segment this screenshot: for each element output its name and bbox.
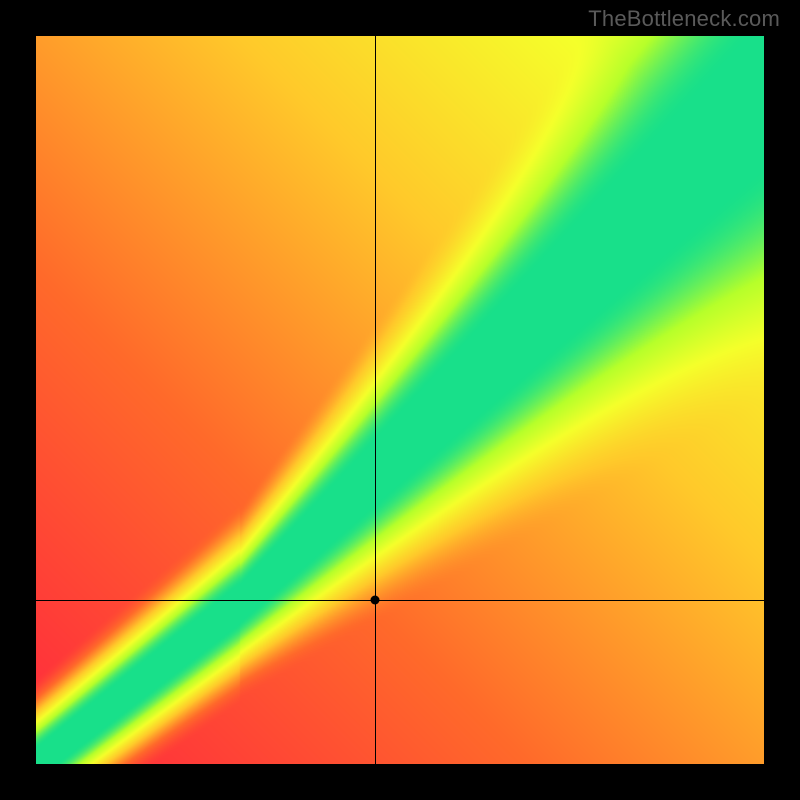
crosshair-horizontal [36, 600, 764, 601]
plot-area [36, 36, 764, 764]
watermark-text: TheBottleneck.com [588, 6, 780, 32]
crosshair-vertical [375, 36, 376, 764]
crosshair-marker [370, 596, 379, 605]
heatmap-canvas [36, 36, 764, 764]
chart-container: TheBottleneck.com [0, 0, 800, 800]
